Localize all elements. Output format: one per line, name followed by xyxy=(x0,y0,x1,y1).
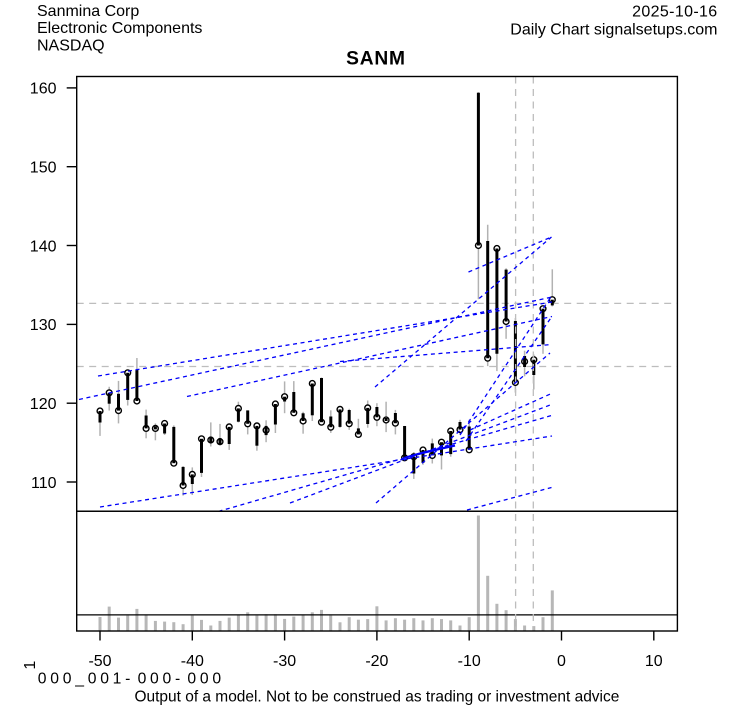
svg-text:-50: -50 xyxy=(88,653,111,670)
svg-text:0: 0 xyxy=(212,671,221,688)
svg-text:0: 0 xyxy=(100,671,109,688)
svg-text:0: 0 xyxy=(163,671,172,688)
svg-text:140: 140 xyxy=(30,238,57,255)
svg-text:0: 0 xyxy=(88,671,97,688)
svg-text:-30: -30 xyxy=(273,653,296,670)
svg-text:Daily Chart signalsetups.com: Daily Chart signalsetups.com xyxy=(510,21,717,38)
svg-text:-10: -10 xyxy=(458,653,481,670)
svg-text:-40: -40 xyxy=(181,653,204,670)
svg-text:-: - xyxy=(175,671,180,688)
svg-text:Sanmina Corp: Sanmina Corp xyxy=(37,3,139,20)
svg-text:10: 10 xyxy=(645,653,663,670)
svg-text:130: 130 xyxy=(30,317,57,334)
svg-text:0: 0 xyxy=(200,671,209,688)
svg-text:NASDAQ: NASDAQ xyxy=(37,38,105,55)
svg-text:110: 110 xyxy=(31,475,57,492)
svg-text:0: 0 xyxy=(50,671,59,688)
svg-text:Output of a model. Not to be c: Output of a model. Not to be construed a… xyxy=(135,689,620,706)
svg-text:160: 160 xyxy=(30,81,57,98)
svg-text:0: 0 xyxy=(150,671,159,688)
svg-text:_: _ xyxy=(74,671,84,688)
svg-text:-20: -20 xyxy=(365,653,388,670)
svg-text:0: 0 xyxy=(557,653,566,670)
svg-text:0: 0 xyxy=(187,671,196,688)
svg-text:150: 150 xyxy=(30,160,57,177)
svg-text:0: 0 xyxy=(38,671,47,688)
svg-text:0: 0 xyxy=(63,671,72,688)
svg-text:SANM: SANM xyxy=(346,48,406,69)
svg-text:120: 120 xyxy=(30,396,57,413)
svg-text:2025-10-16: 2025-10-16 xyxy=(632,4,717,21)
svg-text:Electronic Components: Electronic Components xyxy=(37,20,202,37)
svg-text:-: - xyxy=(125,671,130,688)
svg-text:1: 1 xyxy=(113,671,122,688)
svg-text:1: 1 xyxy=(22,661,39,670)
svg-text:0: 0 xyxy=(138,671,147,688)
